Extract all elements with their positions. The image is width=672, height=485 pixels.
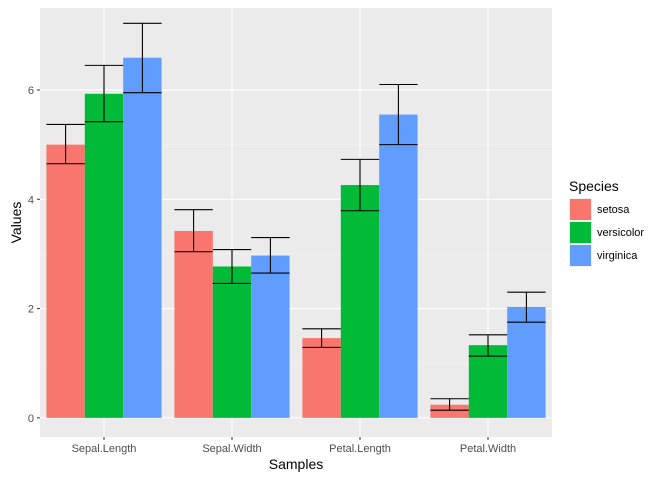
- x-axis: Sepal.Length Sepal.Width Petal.Length Petal…: [72, 437, 516, 455]
- bar-setosa-Petal.Width: [430, 404, 469, 418]
- legend-title: Species: [569, 178, 619, 194]
- legend-label-setosa: setosa: [597, 204, 630, 216]
- x-axis-title: Samples: [269, 456, 323, 472]
- legend-item-virginica: virginica: [569, 244, 638, 267]
- bar-versicolor-Sepal.Length: [84, 93, 124, 418]
- bar-versicolor-Sepal.Width: [212, 266, 252, 418]
- y-tick-label: 6: [28, 85, 34, 97]
- x-tick-label: Petal.Length: [329, 443, 391, 455]
- error-bar-setosa-Petal.Width: [430, 398, 469, 411]
- error-bar-setosa-Sepal.Length: [46, 123, 85, 165]
- error-bar-versicolor-Petal.Width: [468, 334, 508, 357]
- legend-swatch-versicolor: [570, 222, 591, 243]
- error-bar-virginica-Sepal.Width: [251, 236, 290, 274]
- x-tick-label: Sepal.Width: [202, 443, 261, 455]
- legend-swatch-virginica: [570, 245, 591, 266]
- bar-setosa-Petal.Length: [302, 338, 341, 418]
- bar-setosa-Sepal.Length: [46, 144, 85, 418]
- error-bar-versicolor-Petal.Length: [340, 158, 380, 212]
- legend: Species setosa versicolor virginica: [569, 178, 644, 267]
- error-bar-virginica-Petal.Length: [379, 83, 418, 146]
- y-axis: 0 2 4 6: [28, 85, 40, 425]
- bar-virginica-Sepal.Width: [251, 255, 290, 418]
- y-tick-label: 2: [28, 304, 34, 316]
- x-tick-label: Sepal.Length: [72, 443, 137, 455]
- bars: [46, 57, 546, 418]
- error-bar-versicolor-Sepal.Length: [84, 64, 124, 123]
- legend-label-virginica: virginica: [597, 250, 638, 262]
- error-bar-virginica-Sepal.Length: [123, 22, 162, 94]
- y-tick-label: 4: [28, 194, 34, 206]
- error-bars: [46, 22, 546, 411]
- error-bar-versicolor-Sepal.Width: [212, 249, 252, 284]
- bar-versicolor-Petal.Width: [468, 345, 508, 418]
- bar-setosa-Sepal.Width: [174, 230, 213, 418]
- legend-item-setosa: setosa: [569, 198, 630, 221]
- bar-virginica-Sepal.Length: [123, 57, 162, 418]
- error-bar-setosa-Petal.Length: [302, 328, 341, 348]
- bar-virginica-Petal.Width: [507, 306, 546, 418]
- bar-versicolor-Petal.Length: [340, 185, 380, 418]
- legend-swatch-setosa: [570, 199, 591, 220]
- error-bar-virginica-Petal.Width: [507, 291, 546, 323]
- x-tick-label: Petal.Width: [460, 443, 516, 455]
- legend-label-versicolor: versicolor: [597, 227, 644, 239]
- legend-item-versicolor: versicolor: [569, 221, 644, 244]
- error-bar-setosa-Sepal.Width: [174, 209, 213, 253]
- y-axis-title: Values: [8, 202, 24, 244]
- bar-virginica-Petal.Length: [379, 114, 418, 418]
- y-tick-label: 0: [28, 413, 34, 425]
